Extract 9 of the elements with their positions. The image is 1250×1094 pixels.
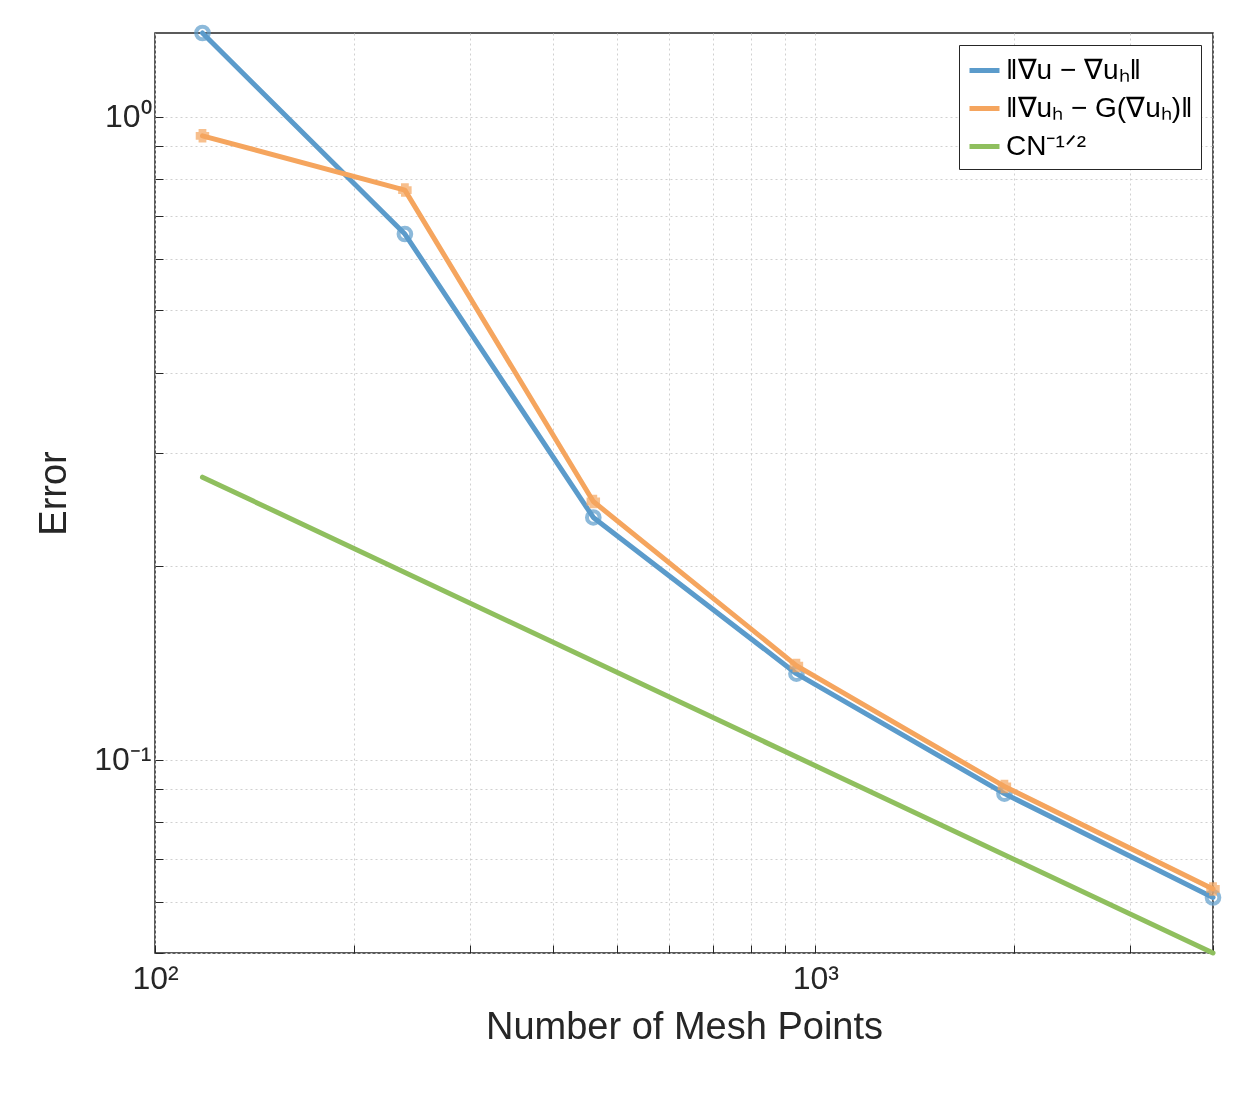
legend-label: ‖∇uₕ − G(∇uₕ)‖ [1006, 91, 1193, 123]
x-axis-title: Number of Mesh Points [485, 1004, 884, 1047]
y-tick-label: 10⁻¹ [94, 741, 152, 778]
y-axis-title: Error [32, 450, 75, 536]
legend-label: CN⁻¹ᐟ² [1006, 129, 1087, 161]
y-tick-label: 10⁰ [104, 98, 152, 135]
x-tick-label: 10² [132, 959, 179, 996]
x-tick-label: 10³ [792, 959, 840, 996]
legend-label: ‖∇u − ∇uₕ‖ [1006, 53, 1142, 85]
